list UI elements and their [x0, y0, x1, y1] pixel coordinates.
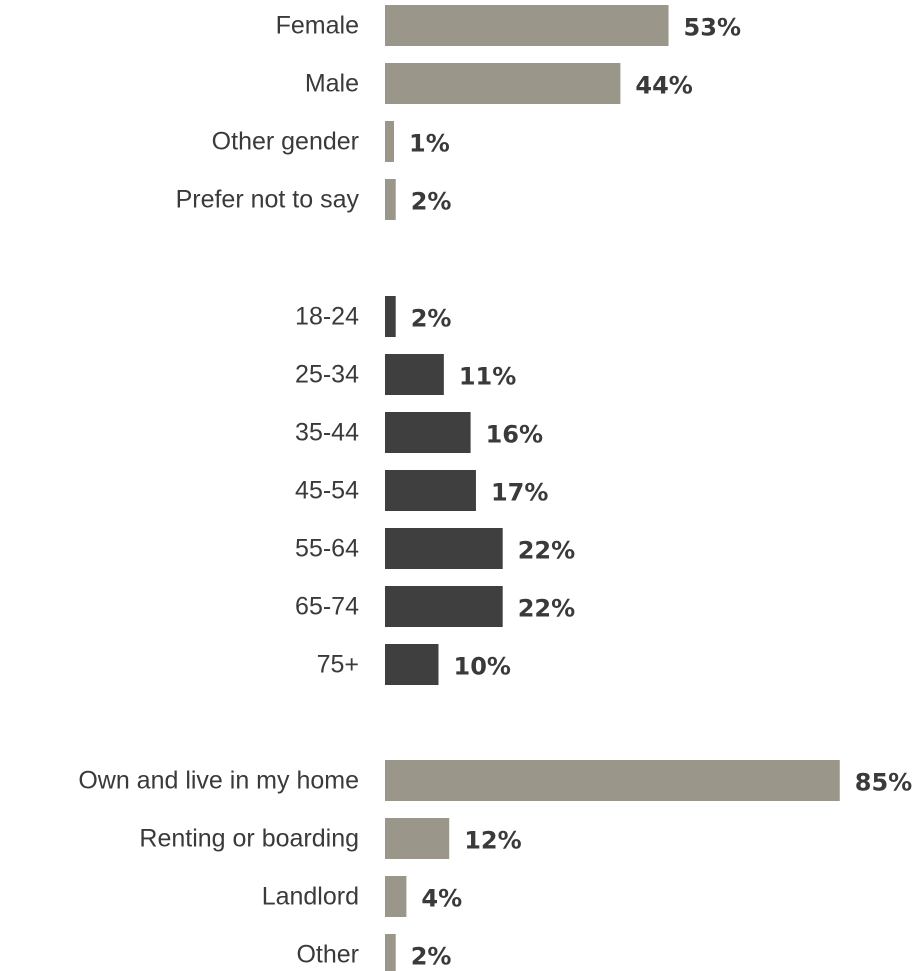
bar-other-gender: [385, 121, 394, 162]
category-label-25-34: 25-34: [295, 361, 359, 389]
bar-landlord: [385, 876, 406, 917]
category-label-45-54: 45-54: [295, 477, 359, 505]
value-label-other: 2%: [411, 943, 452, 971]
bar-45-54: [385, 470, 476, 511]
bar-prefer-not-to-say: [385, 179, 396, 220]
category-label-own-and-live-in-my-home: Own and live in my home: [78, 767, 359, 795]
value-label-other-gender: 1%: [409, 130, 450, 158]
value-label-18-24: 2%: [411, 305, 452, 333]
value-label-75: 10%: [454, 653, 511, 681]
chart-group-3: Own and live in my home 85% Renting or boa…: [78, 760, 912, 971]
bar-renting-or-boarding: [385, 818, 449, 859]
bar-25-34: [385, 354, 444, 395]
value-label-25-34: 11%: [459, 363, 516, 391]
value-label-45-54: 17%: [491, 479, 548, 507]
value-label-55-64: 22%: [518, 537, 575, 565]
bar-55-64: [385, 528, 503, 569]
bar-75: [385, 644, 439, 685]
value-label-35-44: 16%: [486, 421, 543, 449]
category-label-55-64: 55-64: [295, 535, 359, 563]
bar-65-74: [385, 586, 503, 627]
category-label-75: 75+: [317, 651, 359, 679]
value-label-prefer-not-to-say: 2%: [411, 188, 452, 216]
bar-35-44: [385, 412, 471, 453]
value-label-male: 44%: [635, 72, 692, 100]
category-label-female: Female: [276, 12, 359, 40]
value-label-landlord: 4%: [421, 885, 462, 913]
category-label-landlord: Landlord: [262, 883, 359, 911]
category-label-35-44: 35-44: [295, 419, 359, 447]
category-label-male: Male: [305, 70, 359, 98]
bar-male: [385, 63, 620, 104]
category-label-other: Other: [296, 941, 359, 969]
bar-female: [385, 5, 669, 46]
bar-18-24: [385, 296, 396, 337]
chart-group-2: 18-24 2% 25-34 11% 35-44 16% 45-54 17% 55-64 22% 6…: [295, 296, 575, 685]
value-label-65-74: 22%: [518, 595, 575, 623]
category-label-18-24: 18-24: [295, 303, 359, 331]
bar-own-and-live-in-my-home: [385, 760, 840, 801]
value-label-renting-or-boarding: 12%: [464, 827, 521, 855]
chart-group-1: Female 53% Male 44% Other gender 1% Prefer not…: [176, 5, 741, 220]
value-label-female: 53%: [684, 14, 741, 42]
category-label-prefer-not-to-say: Prefer not to say: [176, 186, 360, 214]
category-label-renting-or-boarding: Renting or boarding: [139, 825, 359, 853]
bar-other: [385, 934, 396, 971]
category-label-other-gender: Other gender: [212, 128, 359, 156]
category-label-65-74: 65-74: [295, 593, 359, 621]
value-label-own-and-live-in-my-home: 85%: [855, 769, 912, 797]
